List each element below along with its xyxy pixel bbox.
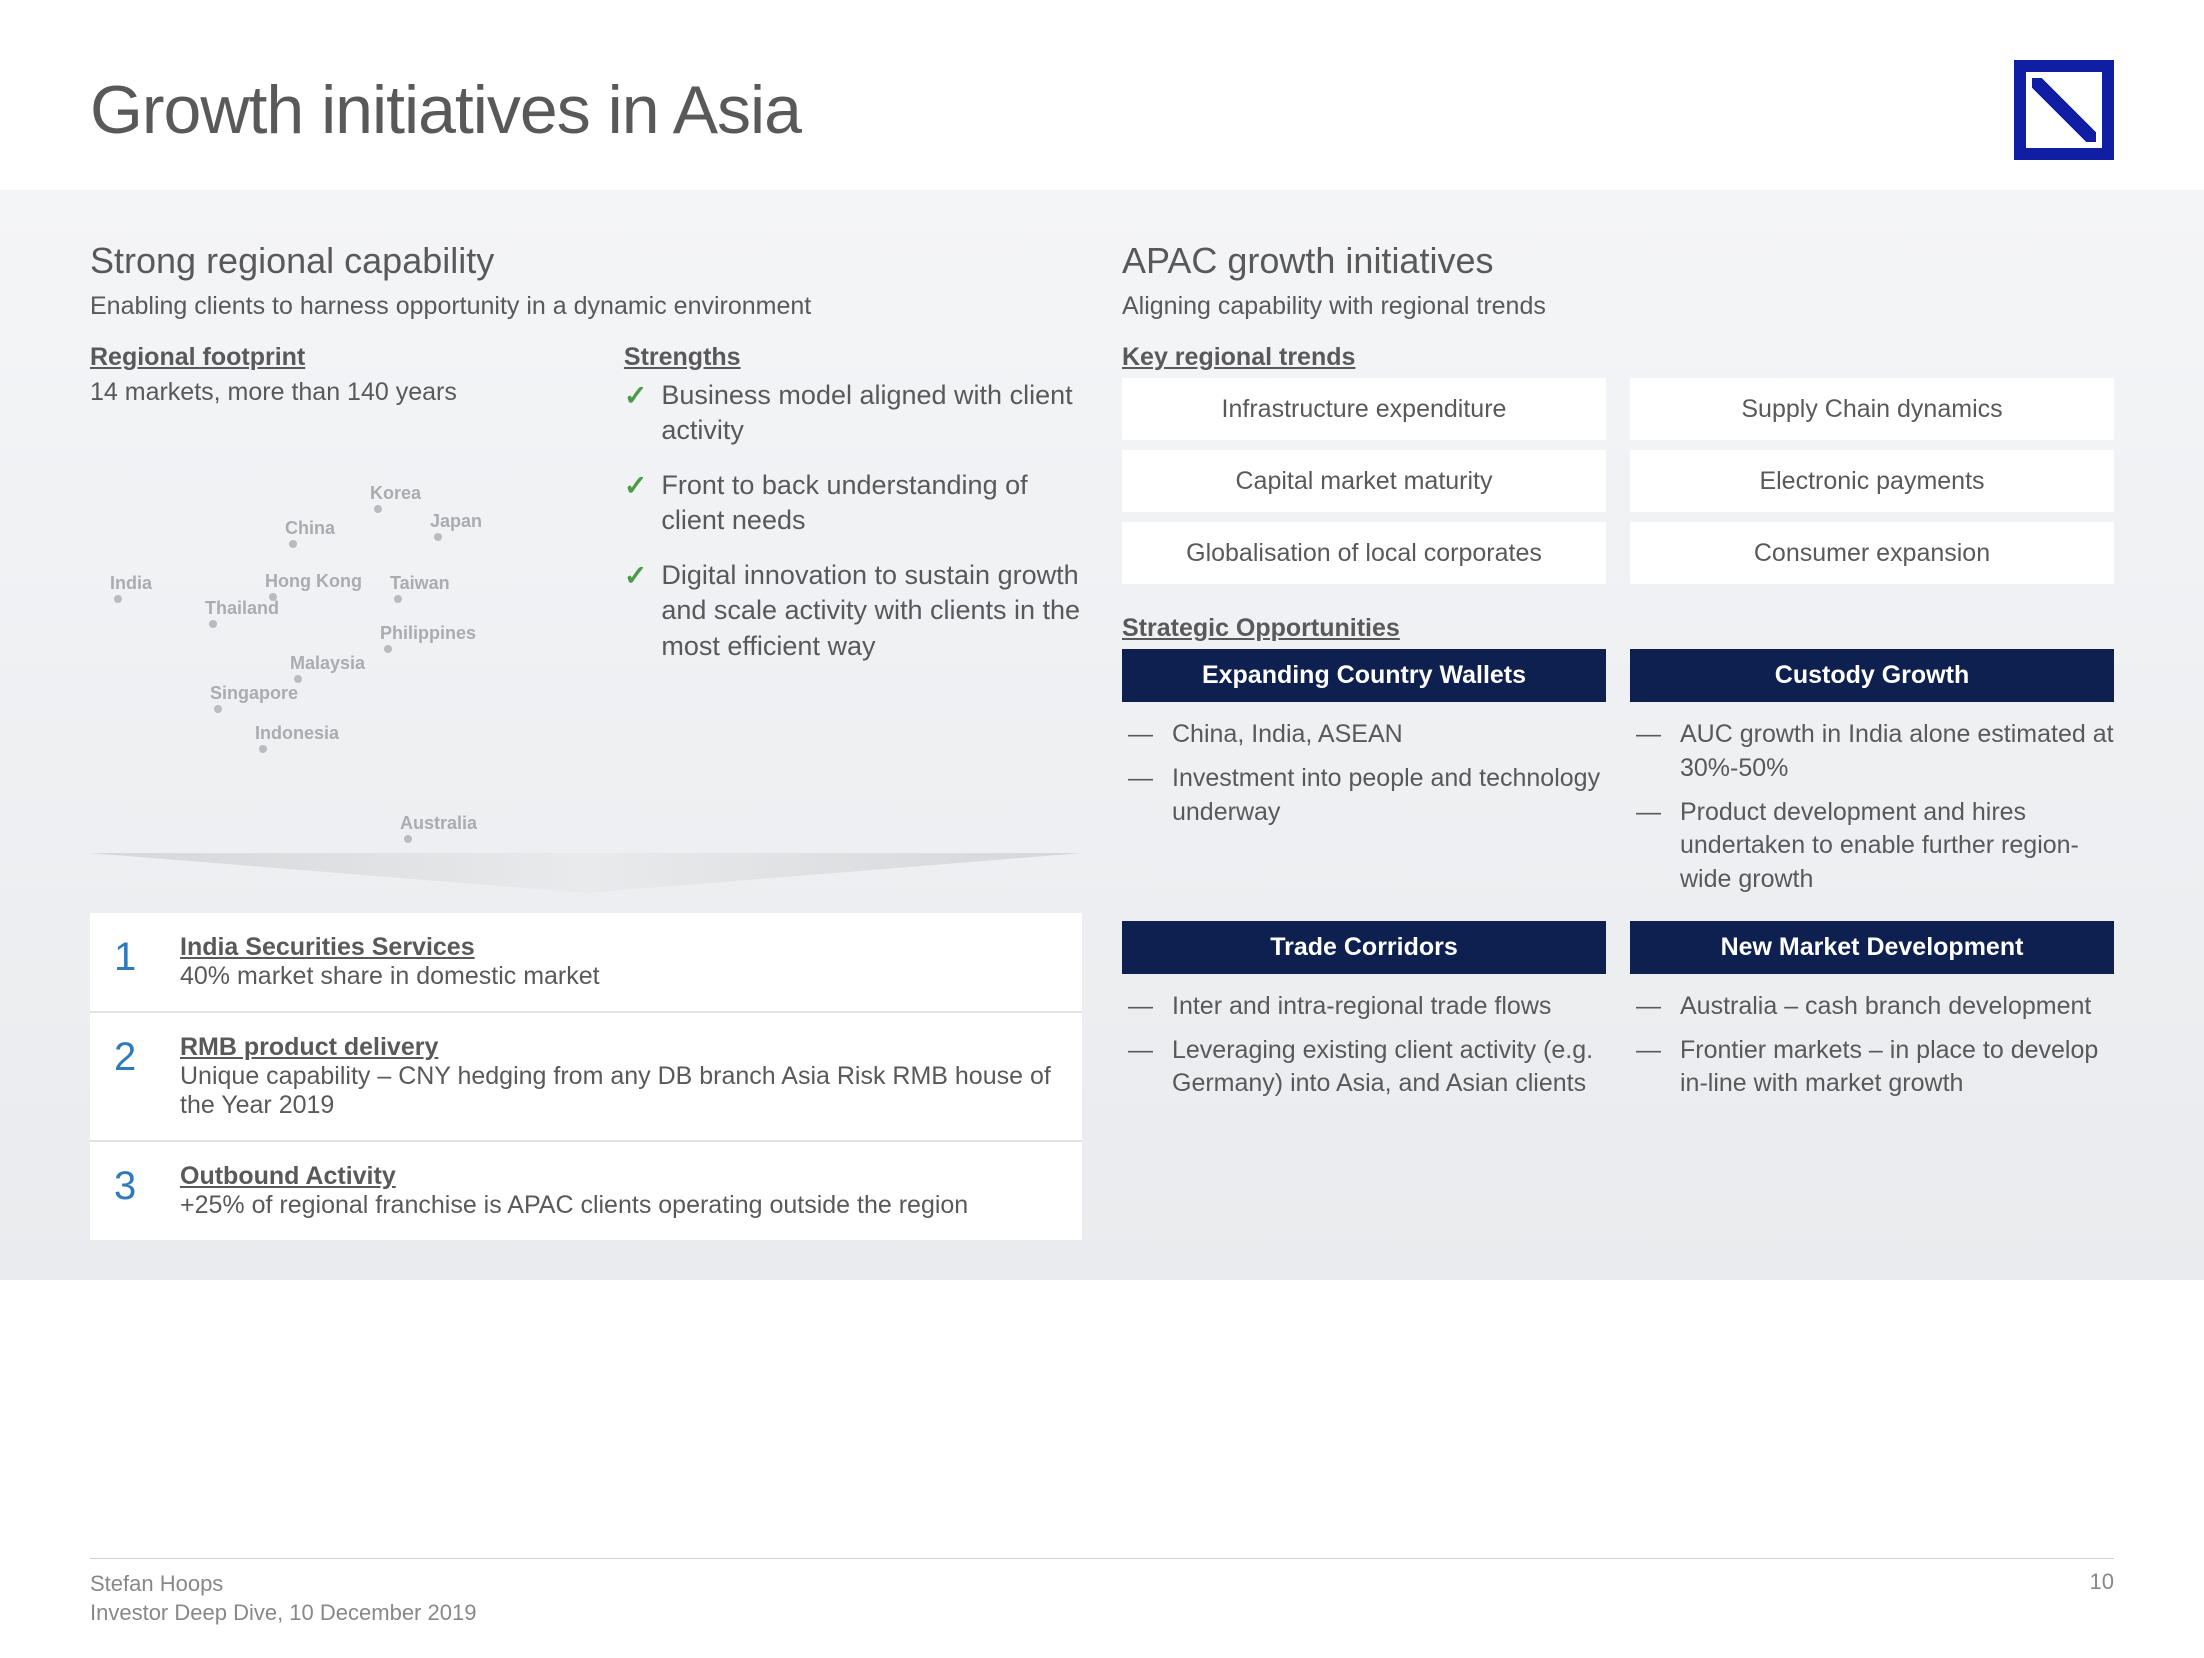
numbered-item: 1 India Securities Services40% market sha…	[90, 913, 1082, 1013]
country-dot	[214, 705, 222, 713]
opportunity-cell: Expanding Country WalletsChina, India, A…	[1122, 649, 1606, 907]
numbered-item: 3 Outbound Activity+25% of regional franc…	[90, 1142, 1082, 1240]
opportunity-item: China, India, ASEAN	[1122, 718, 1606, 752]
db-logo-icon	[2014, 60, 2114, 160]
opportunity-item: Investment into people and technology un…	[1122, 762, 1606, 830]
country-dot	[374, 505, 382, 513]
trend-box: Infrastructure expenditure	[1122, 378, 1606, 440]
country-dot	[394, 595, 402, 603]
country-label: Philippines	[380, 623, 476, 644]
opportunity-item: Product development and hires undertaken…	[1630, 796, 2114, 897]
trend-box: Globalisation of local corporates	[1122, 522, 1606, 584]
right-section-title: APAC growth initiatives	[1122, 240, 2114, 282]
country-label: Malaysia	[290, 653, 365, 674]
opportunity-item: Frontier markets – in place to develop i…	[1630, 1034, 2114, 1102]
item-title: Outbound Activity	[180, 1162, 968, 1191]
item-number: 2	[114, 1033, 150, 1120]
item-desc: 40% market share in domestic market	[180, 962, 600, 991]
strength-item: ✓ Digital innovation to sustain growth an…	[624, 558, 1082, 663]
strengths-heading: Strengths	[624, 343, 1082, 372]
strength-text: Front to back understanding of client ne…	[661, 468, 1082, 538]
trends-heading: Key regional trends	[1122, 343, 2114, 372]
country-label: Korea	[370, 483, 421, 504]
item-desc: Unique capability – CNY hedging from any…	[180, 1062, 1058, 1120]
country-label: Japan	[430, 511, 482, 532]
country-dot	[114, 595, 122, 603]
opportunities-heading: Strategic Opportunities	[1122, 614, 2114, 643]
asia-map: India China Korea Japan Hong Kong Taiwan Thail…	[90, 423, 594, 843]
trend-box: Electronic payments	[1630, 450, 2114, 512]
left-column: Strong regional capability Enabling clie…	[90, 240, 1082, 1240]
strength-item: ✓ Business model aligned with client acti…	[624, 378, 1082, 448]
opportunity-header: New Market Development	[1630, 921, 2114, 974]
trend-box: Consumer expansion	[1630, 522, 2114, 584]
country-label: Australia	[400, 813, 477, 834]
opportunity-header: Expanding Country Wallets	[1122, 649, 1606, 702]
country-label: China	[285, 518, 335, 539]
footer-author: Stefan Hoops	[90, 1569, 476, 1599]
footer: Stefan Hoops Investor Deep Dive, 10 Dece…	[90, 1558, 2114, 1628]
item-desc: +25% of regional franchise is APAC clien…	[180, 1191, 968, 1220]
country-dot	[209, 620, 217, 628]
opportunity-list: China, India, ASEAN Investment into peopl…	[1122, 702, 1606, 829]
footer-event: Investor Deep Dive, 10 December 2019	[90, 1598, 476, 1628]
opportunity-item: Inter and intra-regional trade flows	[1122, 990, 1606, 1024]
strength-text: Digital innovation to sustain growth and…	[661, 558, 1082, 663]
opportunity-item: Leveraging existing client activity (e.g…	[1122, 1034, 1606, 1102]
right-column: APAC growth initiatives Aligning capabil…	[1122, 240, 2114, 1240]
numbered-item: 2 RMB product deliveryUnique capability –…	[90, 1013, 1082, 1142]
arrow-down-icon	[90, 853, 1082, 893]
country-label: India	[110, 573, 152, 594]
opportunity-item: AUC growth in India alone estimated at 3…	[1630, 718, 2114, 786]
check-icon: ✓	[624, 468, 647, 504]
left-section-title: Strong regional capability	[90, 240, 1082, 282]
opportunity-header: Trade Corridors	[1122, 921, 1606, 974]
strength-text: Business model aligned with client activ…	[661, 378, 1082, 448]
trend-box: Capital market maturity	[1122, 450, 1606, 512]
trend-box: Supply Chain dynamics	[1630, 378, 2114, 440]
country-label: Indonesia	[255, 723, 339, 744]
left-section-subtitle: Enabling clients to harness opportunity …	[90, 292, 1082, 321]
country-dot	[259, 745, 267, 753]
country-label: Thailand	[205, 598, 279, 619]
footprint-note: 14 markets, more than 140 years	[90, 378, 594, 407]
opportunity-list: Australia – cash branch development Front…	[1630, 974, 2114, 1101]
strength-item: ✓ Front to back understanding of client n…	[624, 468, 1082, 538]
country-dot	[404, 835, 412, 843]
right-section-subtitle: Aligning capability with regional trends	[1122, 292, 2114, 321]
numbered-list: 1 India Securities Services40% market sha…	[90, 913, 1082, 1240]
opportunity-cell: New Market DevelopmentAustralia – cash b…	[1630, 921, 2114, 1111]
country-dot	[289, 540, 297, 548]
item-number: 3	[114, 1162, 150, 1220]
opportunity-header: Custody Growth	[1630, 649, 2114, 702]
check-icon: ✓	[624, 558, 647, 594]
country-dot	[294, 675, 302, 683]
check-icon: ✓	[624, 378, 647, 414]
country-label: Singapore	[210, 683, 298, 704]
footprint-heading: Regional footprint	[90, 343, 594, 372]
country-dot	[384, 645, 392, 653]
country-label: Hong Kong	[265, 571, 362, 592]
item-title: India Securities Services	[180, 933, 600, 962]
opportunity-cell: Custody Growth AUC growth in India alone …	[1630, 649, 2114, 907]
opportunity-cell: Trade CorridorsInter and intra-regional …	[1122, 921, 1606, 1111]
page-title: Growth initiatives in Asia	[90, 71, 801, 149]
item-number: 1	[114, 933, 150, 991]
opportunity-list: AUC growth in India alone estimated at 3…	[1630, 702, 2114, 897]
footer-page-number: 10	[2090, 1569, 2114, 1628]
opportunity-list: Inter and intra-regional trade flows Leve…	[1122, 974, 1606, 1101]
country-dot	[434, 533, 442, 541]
country-label: Taiwan	[390, 573, 450, 594]
item-title: RMB product delivery	[180, 1033, 1058, 1062]
opportunity-item: Australia – cash branch development	[1630, 990, 2114, 1024]
